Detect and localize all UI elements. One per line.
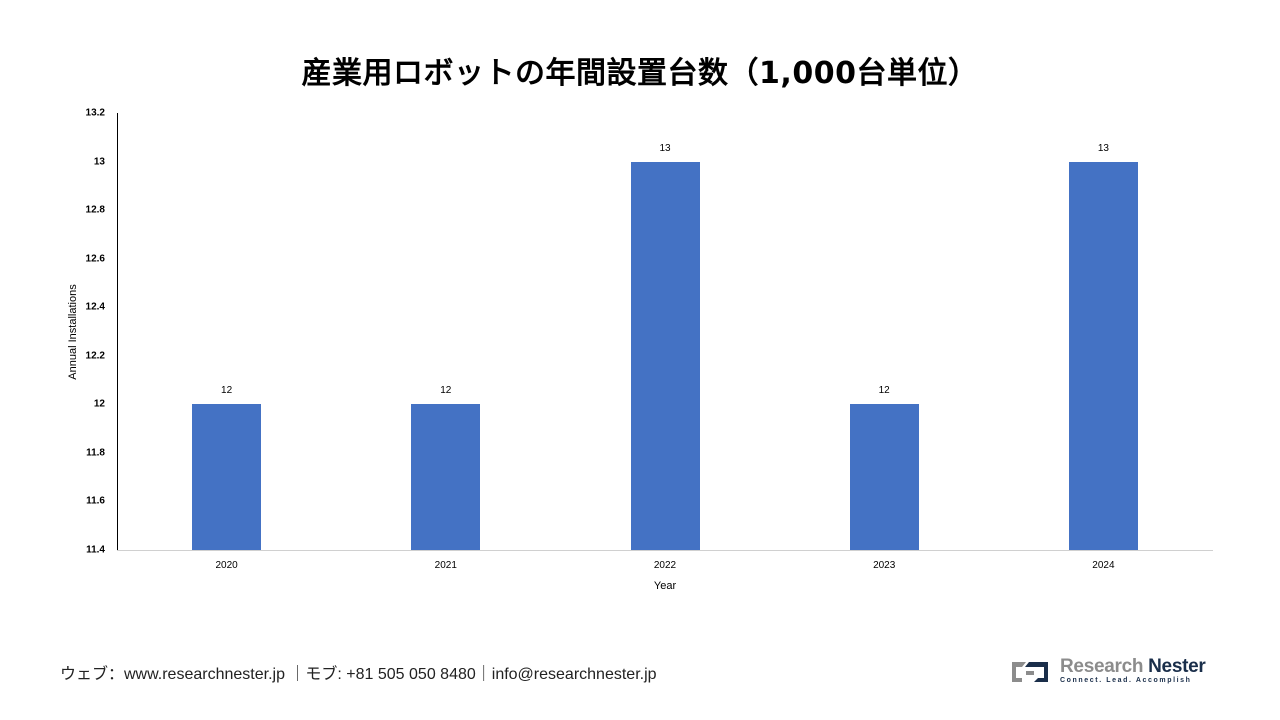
y-tick: 12.2	[85, 350, 105, 362]
x-tick: 2023	[873, 560, 896, 571]
x-tick: 2022	[653, 560, 677, 571]
x-tick: 2024	[1092, 560, 1115, 571]
x-tick: 2021	[434, 560, 457, 571]
x-tick: 2020	[215, 560, 238, 571]
y-tick: 12.6	[85, 253, 105, 265]
logo-tagline: Connect. Lead. Accomplish	[1060, 677, 1192, 684]
logo-name-nester: Nester	[1148, 656, 1206, 677]
bar-2024	[1068, 161, 1138, 550]
footer-contact: ウェブ：www.researchnester.jp ｜モブ: +81 505 0…	[60, 666, 657, 683]
research-nester-logo: Research Nester Connect. Lead. Accomplis…	[1008, 656, 1206, 692]
bar-2020	[192, 404, 262, 550]
data-label: 13	[659, 142, 671, 154]
x-axis-label: Year	[653, 580, 677, 592]
y-tick: 11.4	[86, 544, 105, 556]
logo-icon	[1012, 662, 1048, 682]
y-tick: 11.8	[86, 447, 105, 459]
bar-2023	[849, 404, 919, 550]
y-axis-label: Annual Installations	[67, 284, 79, 380]
y-tick: 11.6	[86, 495, 105, 507]
y-axis-line	[117, 113, 118, 550]
x-axis-line	[117, 550, 1213, 551]
y-tick: 13	[93, 156, 105, 168]
logo-name-research: Research	[1060, 656, 1144, 677]
data-label: 12	[221, 385, 233, 397]
bar-2021	[411, 404, 481, 550]
y-tick: 13.2	[85, 107, 105, 119]
y-tick: 12.8	[85, 204, 105, 216]
chart-title: 産業用ロボットの年間設置台数（1,000台単位）	[301, 56, 979, 91]
y-tick: 12.4	[85, 301, 105, 313]
data-label: 13	[1097, 142, 1109, 154]
y-tick: 12	[93, 398, 105, 410]
logo-wordmark: Research Nester	[1060, 656, 1206, 678]
data-label: 12	[440, 385, 452, 397]
bar-2022	[630, 161, 700, 550]
data-label: 12	[878, 385, 890, 397]
